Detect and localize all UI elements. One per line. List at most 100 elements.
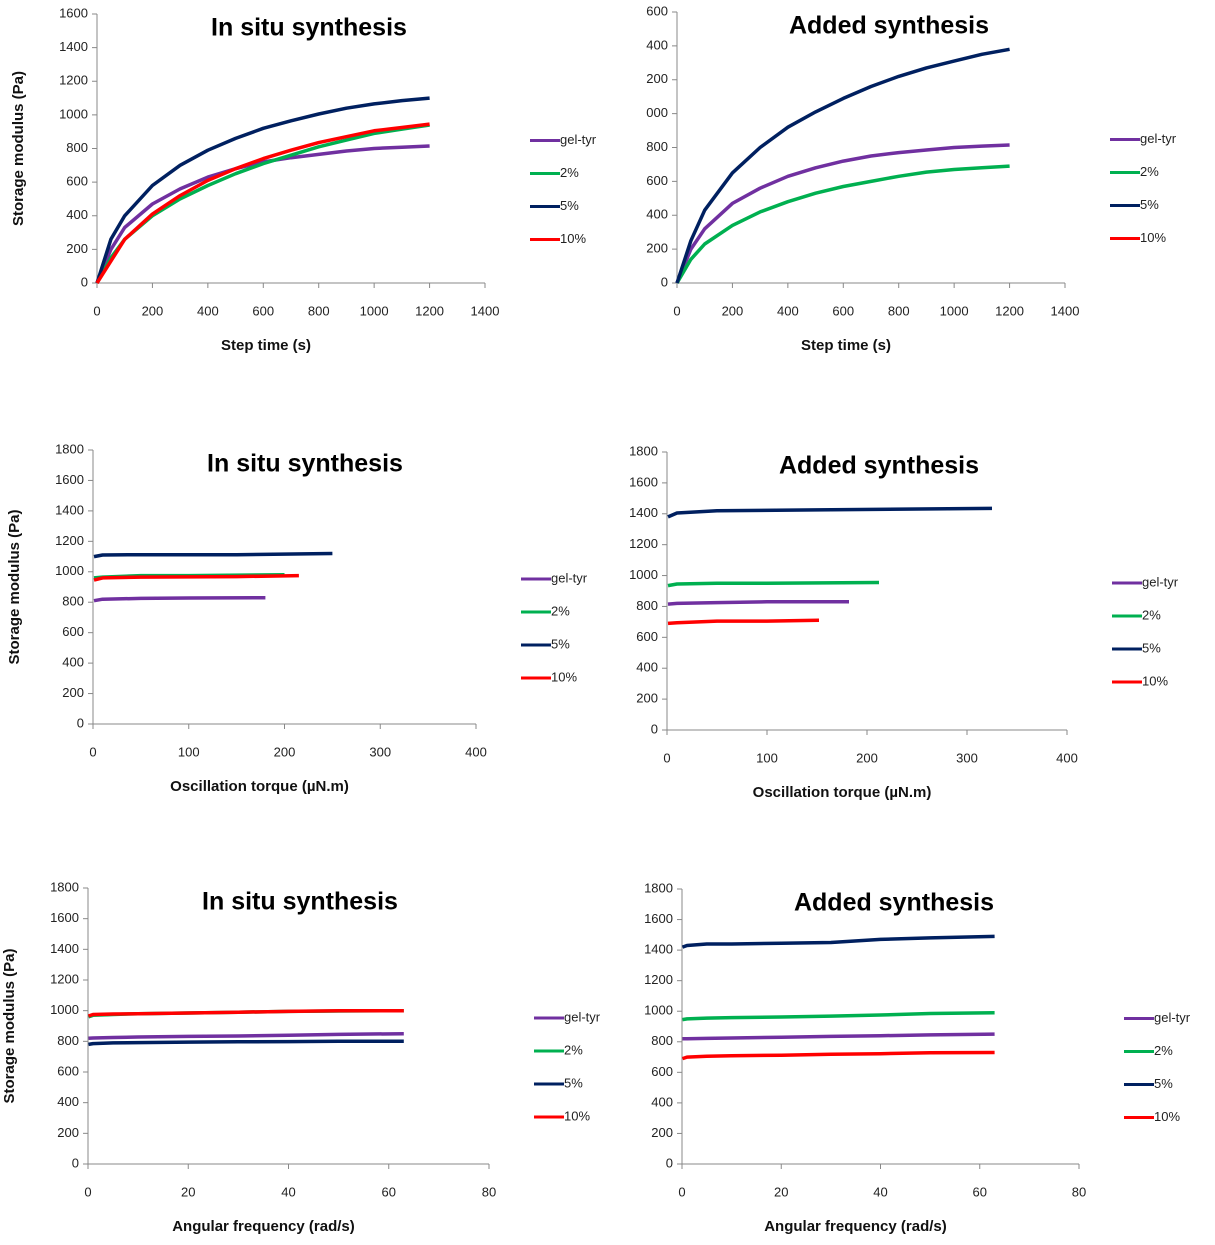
x-axis-label: Angular frequency (rad/s) [764,1218,947,1235]
x-tick-label: 200 [856,750,878,765]
x-tick-label: 200 [274,744,296,759]
chart-title: In situ synthesis [207,450,403,478]
y-tick-label: 600 [62,624,84,639]
legend-label: 10% [560,231,586,246]
x-tick-label: 60 [973,1184,987,1199]
y-tick-label: 400 [646,37,668,52]
y-tick-label: 1000 [629,567,658,582]
y-tick-label: 1600 [59,5,88,20]
y-tick-label: 1200 [59,73,88,88]
x-tick-label: 0 [84,1184,91,1199]
x-tick-label: 1400 [471,303,500,318]
y-tick-label: 800 [636,598,658,613]
y-tick-label: 1200 [50,971,79,986]
x-tick-label: 0 [678,1184,685,1199]
y-tick-label: 200 [57,1125,79,1140]
y-tick-label: 1000 [50,1002,79,1017]
chart-title: Added synthesis [789,12,989,40]
series-line [682,1032,995,1041]
y-tick-label: 1000 [644,1003,673,1018]
chart-title: Added synthesis [794,889,994,917]
x-tick-label: 200 [142,303,164,318]
y-tick-label: 200 [62,685,84,700]
x-axis-label: Oscillation torque (µN.m) [753,784,932,801]
y-tick-label: 0 [77,715,84,730]
y-tick-label: 800 [66,140,88,155]
y-tick-label: 800 [651,1033,673,1048]
y-tick-label: 600 [636,629,658,644]
legend-label: gel-tyr [1142,574,1179,589]
legend-label: 5% [1140,197,1159,212]
y-tick-label: 1200 [644,972,673,987]
x-tick-label: 60 [382,1184,396,1199]
y-tick-label: 0 [661,274,668,289]
x-tick-label: 300 [956,750,978,765]
x-tick-label: 0 [673,303,680,318]
x-tick-label: 200 [722,303,744,318]
series-line [675,47,1010,284]
y-tick-label: 200 [636,691,658,706]
series-line [93,595,266,603]
series-line [88,1031,404,1041]
series-line [682,1011,995,1022]
series-line [681,934,995,949]
series-line [667,506,993,519]
x-tick-label: 600 [252,303,274,318]
y-tick-label: 0 [651,721,658,736]
y-tick-label: 1200 [55,533,84,548]
y-tick-label: 400 [651,1094,673,1109]
y-tick-label: 1600 [644,911,673,926]
series-line [95,122,430,284]
y-tick-label: 400 [66,207,88,222]
legend-label: 10% [1140,230,1166,245]
series-line [95,144,430,284]
series-line [93,573,299,582]
y-tick-label: 1400 [629,505,658,520]
legend-label: 2% [564,1042,583,1057]
legend-label: 5% [564,1075,583,1090]
y-tick-label: 0 [81,274,88,289]
series-line [675,164,1010,284]
y-tick-label: 1800 [644,880,673,895]
legend-label: 2% [551,603,570,618]
x-tick-label: 40 [873,1184,887,1199]
legend-label: 10% [551,669,577,684]
x-tick-label: 100 [178,744,200,759]
x-tick-label: 0 [89,744,96,759]
legend-label: 2% [1154,1043,1173,1058]
y-tick-label: 1600 [50,910,79,925]
y-tick-label: 800 [646,139,668,154]
legend-label: gel-tyr [560,132,597,147]
y-tick-label: 200 [651,1125,673,1140]
y-tick-label: 1800 [55,441,84,456]
y-tick-label: 0 [72,1155,79,1170]
legend-label: gel-tyr [551,570,588,585]
legend-label: 2% [560,165,579,180]
x-tick-label: 400 [197,303,219,318]
x-tick-label: 1200 [995,303,1024,318]
legend-label: gel-tyr [564,1009,601,1024]
x-tick-label: 20 [774,1184,788,1199]
x-tick-label: 1400 [1051,303,1080,318]
chart-title: In situ synthesis [211,14,407,42]
y-tick-label: 400 [636,660,658,675]
series-line [88,1039,404,1047]
y-tick-label: 800 [62,594,84,609]
x-tick-label: 1200 [415,303,444,318]
y-axis-label: Storage modulus (Pa) [1,948,18,1103]
x-tick-label: 1000 [360,303,389,318]
y-tick-label: 1200 [629,536,658,551]
legend-label: 5% [551,636,570,651]
y-tick-label: 1400 [55,502,84,517]
legend-label: 2% [1140,164,1159,179]
y-tick-label: 1400 [59,39,88,54]
y-tick-label: 600 [66,174,88,189]
series-line [93,551,333,559]
y-tick-label: 400 [646,207,668,222]
x-tick-label: 0 [663,750,670,765]
y-tick-label: 1600 [55,472,84,487]
x-tick-label: 800 [308,303,330,318]
x-tick-label: 0 [93,303,100,318]
legend-label: 2% [1142,607,1161,622]
